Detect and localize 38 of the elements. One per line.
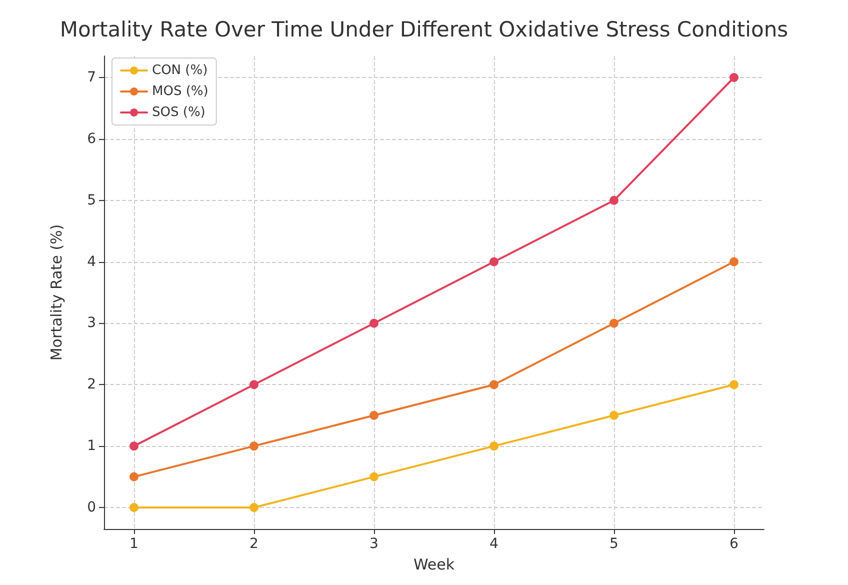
legend-label: SOS (%): [152, 105, 206, 120]
x-tick-label: 2: [250, 536, 258, 552]
point: [490, 257, 498, 266]
y-tick-label: 6: [87, 130, 96, 147]
x-tick-label: 6: [730, 536, 739, 552]
x-tick-label: 1: [130, 536, 138, 552]
point: [610, 410, 618, 420]
y-tick-label: 4: [87, 254, 96, 270]
point: [250, 380, 258, 390]
x-tick-label: 4: [490, 536, 499, 552]
point: [370, 472, 378, 482]
chart-title: Mortality Rate Over Time Under Different Oxidative Stress Conditions: [60, 18, 788, 42]
x-tick-label: 5: [610, 536, 618, 552]
point: [250, 503, 258, 512]
legend-label: CON (%): [152, 63, 208, 78]
y-tick-label: 5: [87, 192, 96, 208]
point: [130, 472, 138, 482]
point: [730, 380, 738, 390]
legend-label: MOS (%): [152, 84, 208, 99]
y-tick-label: 2: [87, 376, 96, 393]
y-axis-title: Mortality Rate (%): [48, 224, 66, 361]
y-tick-label: 1: [87, 438, 96, 454]
y-tick-label: 7: [87, 70, 96, 86]
point: [250, 442, 258, 451]
point: [370, 318, 378, 328]
point: [490, 380, 498, 390]
point: [610, 196, 618, 205]
point: [730, 73, 738, 82]
point: [130, 442, 138, 451]
y-tick-label: 0: [87, 500, 96, 516]
point: [730, 257, 738, 266]
point: [490, 442, 498, 451]
x-tick-label: 3: [370, 536, 378, 552]
point: [370, 410, 378, 420]
y-tick-label: 3: [87, 315, 96, 332]
x-axis-title: Week: [413, 556, 455, 574]
point: [130, 503, 138, 512]
point: [610, 318, 618, 328]
